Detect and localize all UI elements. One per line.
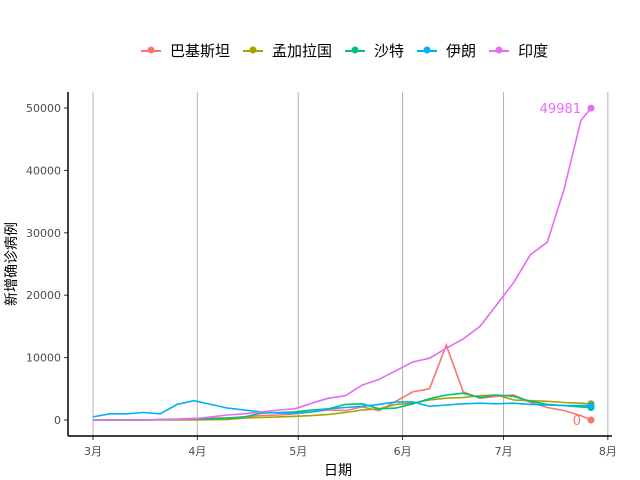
end-label-0: 0 bbox=[573, 414, 581, 429]
y-tick-label: 50000 bbox=[26, 102, 61, 115]
legend-item: 伊朗 bbox=[416, 40, 476, 61]
y-tick-label: 0 bbox=[54, 414, 61, 427]
series-line-2 bbox=[93, 392, 592, 421]
legend-key-icon bbox=[489, 46, 510, 53]
legend-key-icon bbox=[345, 46, 366, 53]
x-tick-label: 6月 bbox=[394, 445, 412, 458]
x-tick-label: 3月 bbox=[84, 445, 102, 458]
legend-label: 伊朗 bbox=[446, 42, 477, 60]
legend-item: 孟加拉国 bbox=[242, 40, 332, 61]
x-tick-label: 4月 bbox=[188, 445, 206, 458]
y-axis-title: 新增确诊病例 bbox=[4, 222, 20, 306]
end-label-4: 49981 bbox=[540, 102, 581, 117]
legend: 巴基斯坦 孟加拉国 沙特 伊朗 印度 bbox=[140, 40, 560, 61]
end-point-0 bbox=[587, 416, 595, 424]
legend-key-icon bbox=[141, 46, 161, 53]
legend-key-icon bbox=[417, 46, 438, 53]
x-tick-label: 7月 bbox=[495, 445, 513, 458]
legend-label: 印度 bbox=[518, 42, 549, 60]
series-line-3 bbox=[92, 399, 591, 418]
x-axis-title: 日期 bbox=[324, 463, 352, 479]
end-point-4 bbox=[587, 104, 595, 112]
end-point-3 bbox=[587, 402, 595, 410]
y-tick-label: 10000 bbox=[26, 352, 61, 365]
y-tick-label: 40000 bbox=[26, 164, 61, 177]
legend-label: 沙特 bbox=[374, 42, 405, 60]
y-tick-label: 30000 bbox=[26, 227, 61, 240]
legend-label: 巴基斯坦 bbox=[170, 42, 231, 60]
legend-item: 巴基斯坦 bbox=[140, 40, 230, 61]
x-tick-label: 5月 bbox=[289, 445, 307, 458]
legend-item: 沙特 bbox=[344, 40, 404, 61]
legend-item: 印度 bbox=[488, 40, 548, 61]
series-line-4 bbox=[93, 107, 592, 421]
x-tick-label: 8月 bbox=[599, 445, 617, 458]
y-tick-label: 20000 bbox=[26, 289, 61, 302]
legend-label: 孟加拉国 bbox=[272, 42, 333, 60]
legend-key-icon bbox=[243, 46, 264, 53]
